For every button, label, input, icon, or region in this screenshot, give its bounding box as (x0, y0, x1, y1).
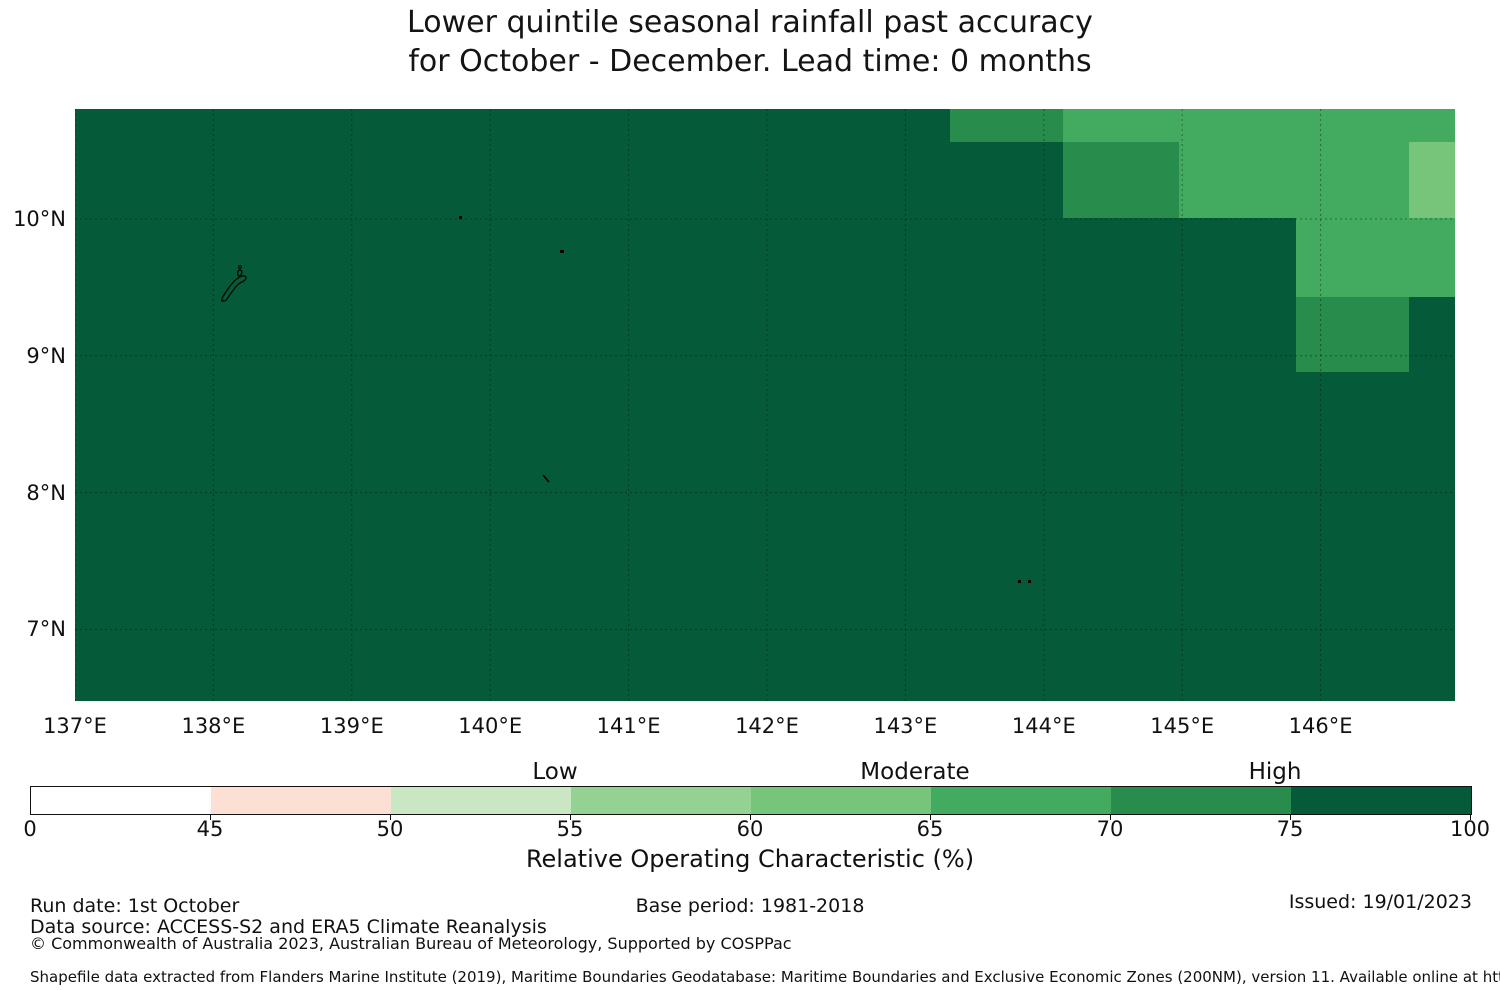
map-cell (1409, 142, 1455, 218)
atoll-dot-icon (459, 216, 462, 219)
colorbar-section-label-moderate: Moderate (860, 759, 970, 785)
colorbar-segment-50-55 (391, 787, 571, 814)
map-cell (1063, 109, 1455, 143)
colorbar-tick-label: 75 (1276, 817, 1304, 841)
map-cell (949, 109, 1064, 143)
shapefile-note-text: Shapefile data extracted from Flanders M… (30, 968, 1500, 986)
map-gridlines-and-islands (75, 109, 1455, 701)
colorbar-tick-mark (930, 815, 931, 820)
x-tick-label: 137°E (43, 714, 107, 738)
colorbar-axis-label: Relative Operating Characteristic (%) (525, 845, 975, 873)
colorbar-tick-mark (390, 815, 391, 820)
colorbar-tick-label: 65 (916, 817, 944, 841)
x-tick-label: 140°E (458, 714, 523, 738)
colorbar-tick-label: 70 (1096, 817, 1124, 841)
colorbar-segment-65-70 (931, 787, 1111, 814)
yap-islet-icon (238, 265, 242, 269)
atoll-dot-icon (1028, 580, 1031, 583)
x-tick-label: 145°E (1150, 714, 1215, 738)
colorbar-tick-label: 50 (376, 817, 404, 841)
colorbar-tick-label: 55 (556, 817, 584, 841)
colorbar-tick-mark (1470, 815, 1471, 820)
chart-title-line2: for October - December. Lead time: 0 mon… (408, 44, 1092, 79)
copyright-text: © Commonwealth of Australia 2023, Austra… (30, 934, 792, 953)
x-tick-label: 142°E (735, 714, 799, 738)
atoll-dot-icon (1018, 580, 1021, 583)
map-cell (1063, 142, 1180, 218)
y-tick-label: 9°N (26, 343, 66, 368)
base-period-text: Base period: 1981-2018 (635, 895, 865, 917)
chart-title-line1: Lower quintile seasonal rainfall past ac… (407, 5, 1093, 40)
colorbar-section-label-high: High (1248, 759, 1302, 785)
y-tick-label: 8°N (26, 480, 66, 505)
x-tick-label: 146°E (1288, 714, 1353, 738)
run-date-text: Run date: 1st October (30, 895, 240, 917)
atoll-dot-icon (560, 250, 564, 253)
x-tick-label: 138°E (181, 714, 246, 738)
yap-island-north-loop-icon (237, 269, 243, 277)
colorbar-tick-mark (1290, 815, 1291, 820)
x-tick-label: 141°E (596, 714, 661, 738)
colorbar-tick-label: 60 (736, 817, 764, 841)
colorbar-segment-55-60 (571, 787, 751, 814)
chart-title: Lower quintile seasonal rainfall past ac… (0, 3, 1500, 81)
colorbar-tick-mark (750, 815, 751, 820)
x-tick-label: 144°E (1011, 714, 1076, 738)
y-tick-label: 10°N (13, 207, 66, 231)
colorbar-tick-mark (210, 815, 211, 820)
yap-island-outline-icon (221, 275, 247, 302)
colorbar-segment-45-50 (211, 787, 391, 814)
colorbar-section-label-low: Low (532, 759, 578, 785)
colorbar-tick-mark (1110, 815, 1111, 820)
colorbar-tick-label: 45 (196, 817, 224, 841)
data-source-text: Data source: ACCESS-S2 and ERA5 Climate … (30, 916, 547, 938)
colorbar-tick-mark (570, 815, 571, 820)
map-cell (1179, 142, 1410, 218)
colorbar (30, 786, 1472, 820)
colorbar-segment-60-65 (751, 787, 931, 814)
colorbar-segment-75-100 (1291, 787, 1471, 814)
map-plot-area (75, 109, 1455, 701)
colorbar-segment-70-75 (1111, 787, 1291, 814)
atoll-squiggle-icon (542, 474, 550, 483)
y-tick-label: 7°N (26, 617, 66, 642)
colorbar-segment-0-45 (31, 787, 211, 814)
issued-date-text: Issued: 19/01/2023 (1288, 891, 1472, 913)
colorbar-tick-label: 0 (23, 817, 37, 841)
colorbar-tick-label: 100 (1449, 817, 1491, 841)
x-tick-label: 139°E (319, 714, 384, 738)
map-cell (1295, 217, 1455, 297)
x-tick-label: 143°E (873, 714, 938, 738)
map-cell (1295, 296, 1410, 373)
